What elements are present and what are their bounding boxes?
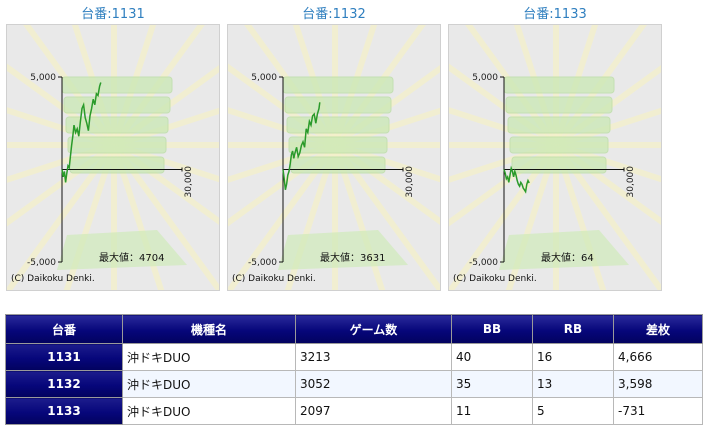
header-machine-name: 機種名	[122, 314, 296, 344]
background-illustration	[7, 25, 219, 290]
game-count-cell: 3213	[295, 343, 452, 371]
max-value-label: 最大値：64	[541, 253, 594, 264]
y-tick-label-top: 5,000	[30, 73, 56, 83]
y-tick-label-top: 5,000	[472, 73, 498, 83]
slump-graph: 5,000 -5,000 30,000	[449, 25, 661, 290]
y-tick-label-bottom: -5,000	[248, 258, 277, 268]
diff-cell: 4,666	[613, 343, 703, 371]
diff-cell: -731	[613, 397, 703, 425]
diff-cell: 3,598	[613, 370, 703, 398]
max-value-label: 最大値：4704	[99, 253, 165, 264]
machine-name-cell: 沖ドキDUO	[122, 370, 296, 398]
background-illustration	[228, 25, 440, 290]
rb-cell: 13	[532, 370, 614, 398]
header-machine-no: 台番	[5, 314, 123, 344]
game-count-cell: 3052	[295, 370, 452, 398]
graph-panel-1132: 台番:1132 5,000 -5,000 30,000 最大値：3631 (C) D…	[227, 6, 441, 291]
slump-graph: 5,000 -5,000 30,000	[228, 25, 440, 290]
graph-panel-1131: 台番:1131 5,000 -5,000 30,000 最大値：4704 (C) D…	[6, 6, 220, 291]
header-game-count: ゲーム数	[295, 314, 452, 344]
max-value-label: 最大値：3631	[320, 253, 386, 264]
copyright-text: (C) Daikoku Denki.	[453, 274, 537, 284]
rb-cell: 5	[532, 397, 614, 425]
table-header-row: 台番 機種名 ゲーム数 BB RB 差枚	[5, 314, 703, 344]
x-tick-label: 30,000	[405, 166, 415, 198]
bb-cell: 11	[451, 397, 533, 425]
rb-cell: 16	[532, 343, 614, 371]
x-tick-label: 30,000	[626, 166, 636, 198]
x-tick-label: 30,000	[184, 166, 194, 198]
header-diff: 差枚	[613, 314, 703, 344]
machine-name-cell: 沖ドキDUO	[122, 343, 296, 371]
copyright-text: (C) Daikoku Denki.	[11, 274, 95, 284]
copyright-text: (C) Daikoku Denki.	[232, 274, 316, 284]
slump-line	[61, 82, 102, 183]
header-rb: RB	[532, 314, 614, 344]
graph-area: 5,000 -5,000 30,000 最大値：4704 (C) Daikoku D…	[6, 24, 220, 291]
panel-title[interactable]: 台番:1133	[523, 7, 587, 22]
graph-area: 5,000 -5,000 30,000 最大値：64 (C) Daikoku Den…	[448, 24, 662, 291]
graph-panel-1133: 台番:1133 5,000 -5,000 30,000 最大値：64 (C) Dai…	[448, 6, 662, 291]
slump-line	[503, 165, 530, 194]
bb-cell: 35	[451, 370, 533, 398]
machine-no-cell[interactable]: 1133	[5, 397, 123, 425]
machine-no-cell[interactable]: 1131	[5, 343, 123, 371]
bb-cell: 40	[451, 343, 533, 371]
y-tick-label-top: 5,000	[251, 73, 277, 83]
table-row[interactable]: 1131 沖ドキDUO 3213 40 16 4,666	[5, 343, 703, 371]
header-bb: BB	[451, 314, 533, 344]
panel-title[interactable]: 台番:1131	[81, 7, 145, 22]
machine-name-cell: 沖ドキDUO	[122, 397, 296, 425]
panel-title[interactable]: 台番:1132	[302, 7, 366, 22]
slump-line	[282, 102, 321, 190]
y-tick-label-bottom: -5,000	[27, 258, 56, 268]
table-row[interactable]: 1133 沖ドキDUO 2097 11 5 -731	[5, 397, 703, 425]
slump-graph: 5,000 -5,000 30,000	[7, 25, 219, 290]
graph-area: 5,000 -5,000 30,000 最大値：3631 (C) Daikoku D…	[227, 24, 441, 291]
y-tick-label-bottom: -5,000	[469, 258, 498, 268]
table-row[interactable]: 1132 沖ドキDUO 3052 35 13 3,598	[5, 370, 703, 398]
game-count-cell: 2097	[295, 397, 452, 425]
machine-no-cell[interactable]: 1132	[5, 370, 123, 398]
machine-data-table: 台番 機種名 ゲーム数 BB RB 差枚 1131 沖ドキDUO 3213 40…	[5, 314, 703, 425]
